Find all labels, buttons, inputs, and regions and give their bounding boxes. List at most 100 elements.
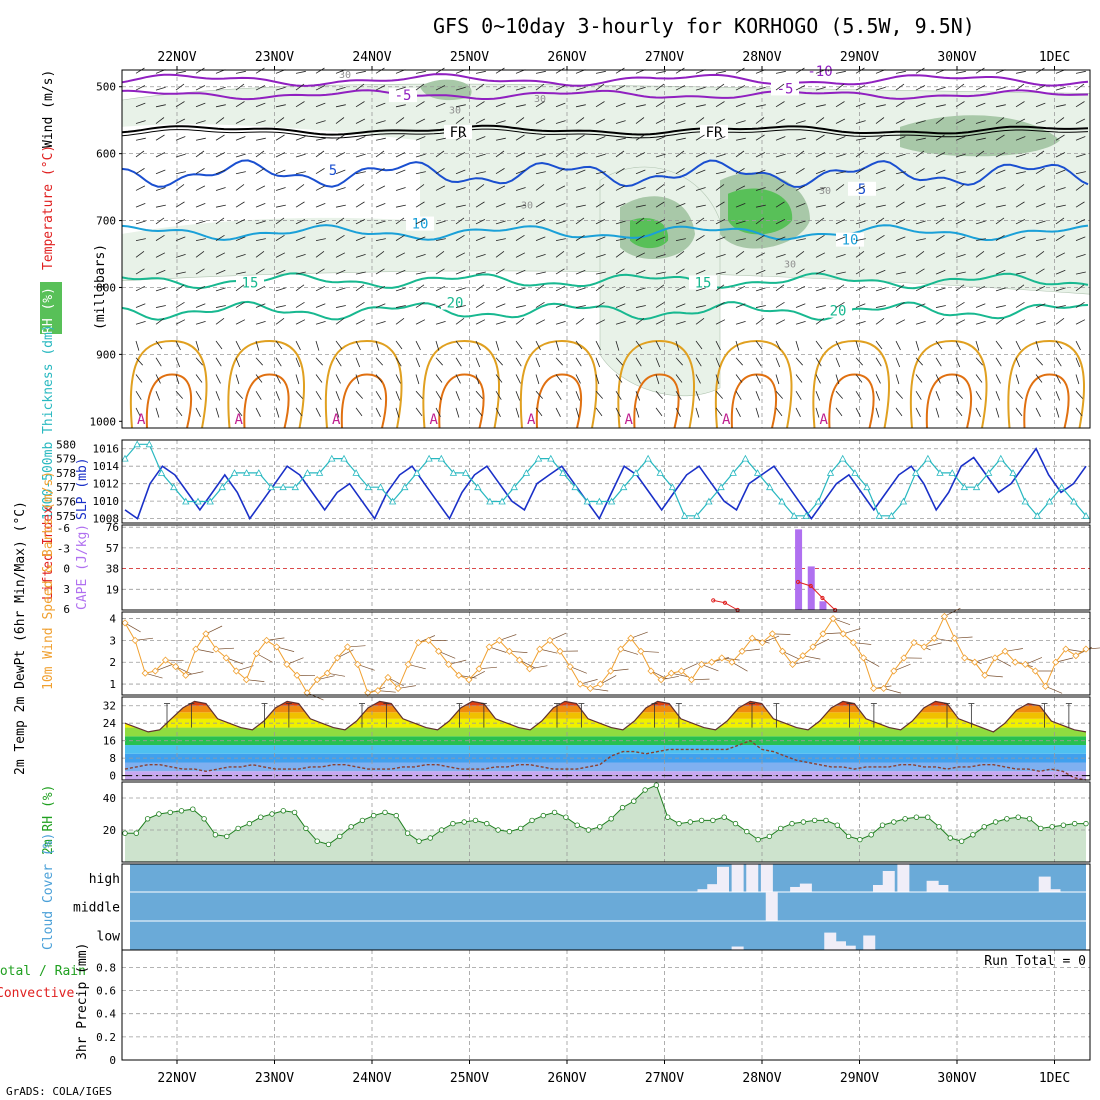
wind10m-point [242, 676, 250, 684]
wind-barb [675, 185, 686, 191]
wind-barb [555, 321, 566, 325]
wind-barb [455, 317, 465, 325]
wind-barb [375, 150, 385, 158]
wind-barb [715, 319, 726, 325]
wind-barb [1075, 407, 1083, 417]
wind-barb [935, 234, 945, 241]
wind-barb [435, 120, 446, 124]
wind-barb [695, 252, 706, 258]
wind-barb [675, 303, 686, 308]
wind-barb [995, 340, 1003, 350]
wind-barb [215, 287, 226, 292]
wind-barb [655, 201, 665, 208]
wind-barb [975, 102, 986, 108]
wind-barb [835, 284, 845, 292]
wind-barb [915, 137, 926, 141]
low-marker: A [527, 412, 536, 428]
wind10m-point [637, 647, 645, 655]
wind-barb [975, 220, 986, 225]
wind10m-point [839, 630, 847, 638]
rh-point [1060, 822, 1067, 828]
wind-barb [655, 390, 663, 399]
cloud-ylabel: Cloud Cover (%) [41, 833, 56, 950]
wind-barb [315, 150, 325, 158]
wind-barb [295, 407, 303, 417]
wind-barb [495, 102, 506, 108]
thickness-point [851, 469, 859, 476]
wind10m-point [172, 663, 180, 671]
wind-barb [475, 236, 486, 242]
wind-barb [335, 104, 346, 108]
wind-barb [615, 67, 625, 74]
wind-barb [995, 357, 1002, 367]
wind-barb [1055, 204, 1066, 208]
wind-barb [315, 321, 326, 325]
wind-barb [375, 357, 383, 366]
wind-barb [1035, 303, 1046, 308]
thickness-point [693, 511, 701, 519]
wind-barb [795, 285, 806, 292]
wind-barb [235, 219, 246, 225]
thickness-tick-label: 576 [56, 496, 76, 509]
rh-point [981, 824, 987, 830]
wind-barb [275, 117, 285, 124]
wind-barb [455, 407, 460, 418]
wind10m-barb [620, 648, 639, 655]
wind-barb [375, 303, 386, 308]
wind-barb [935, 217, 945, 225]
wind-barb [815, 234, 825, 241]
wind-barb [655, 374, 660, 385]
wind-barb [795, 137, 806, 141]
wind-barb [355, 70, 366, 74]
wind-barb [455, 86, 466, 91]
wind-barb [675, 137, 686, 141]
wind-barb [775, 407, 783, 417]
wind-barb [755, 357, 762, 367]
contour-label-bg [771, 81, 799, 96]
thickness-tick-label: 577 [56, 481, 76, 494]
rh-point [506, 828, 513, 835]
wind-barb [635, 204, 646, 208]
wind-barb [195, 374, 203, 383]
wind-barb [815, 407, 820, 418]
wind-barb [875, 187, 886, 191]
wind-barb [915, 374, 923, 383]
wind-barb [435, 285, 446, 292]
li-ylabel: Lifted Index [41, 506, 56, 600]
wind-barb [235, 319, 246, 325]
wind10m-barb [519, 659, 536, 669]
wind-barb [315, 407, 321, 417]
wind10m-point [121, 619, 129, 627]
wind-barb [1075, 236, 1086, 242]
wind-barb [295, 83, 305, 91]
wind-barb [655, 271, 666, 275]
wind-barb [335, 287, 346, 292]
wind-barb [375, 285, 386, 292]
wind-barb [915, 357, 923, 366]
contour-30-loop [1023, 373, 1070, 429]
li-tick-label: 0 [63, 563, 70, 576]
wind-barb [535, 101, 545, 108]
wind-barb [635, 134, 645, 141]
contour-25-loop [1007, 340, 1085, 429]
wind-barb [135, 321, 146, 325]
wind-barb [455, 217, 465, 225]
rh-point [450, 820, 456, 827]
wind-barb [915, 120, 926, 124]
wind-barb [475, 171, 486, 175]
wind-barb [875, 407, 880, 418]
wind-barb [915, 303, 926, 308]
wind-barb [175, 254, 186, 258]
wind-barb [1075, 357, 1081, 368]
wind10m-point [738, 647, 746, 655]
wind-barb [675, 120, 686, 124]
thickness-point [680, 511, 689, 519]
wind-barb [535, 136, 546, 141]
wind-barb [555, 268, 565, 275]
wind-barb [815, 287, 826, 292]
wind-barb [215, 317, 225, 325]
wind-barb [1035, 150, 1045, 158]
wind-barb [895, 284, 905, 292]
wind-barb [1055, 217, 1065, 225]
